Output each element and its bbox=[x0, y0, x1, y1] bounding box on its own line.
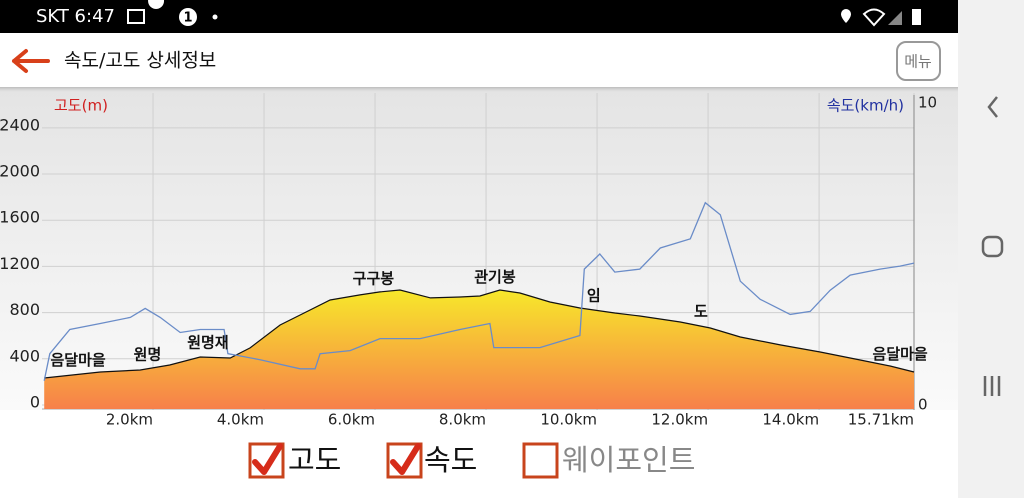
nav-bar bbox=[958, 0, 1024, 498]
x-tick-label: 10.0km bbox=[540, 411, 597, 429]
notify-icon bbox=[148, 0, 164, 9]
dot-icon bbox=[212, 14, 218, 20]
waypoint-label: 도 bbox=[694, 303, 708, 321]
signal-icon bbox=[888, 11, 902, 25]
y-tick-label: 2400 bbox=[0, 115, 40, 134]
y-tick-label: 800 bbox=[9, 300, 40, 319]
speed-line bbox=[43, 201, 915, 381]
header-title: 속도/고도 상세정보 bbox=[64, 50, 216, 72]
legend: 고도 속도 웨이포인트 bbox=[248, 442, 695, 479]
menu-label: 메뉴 bbox=[904, 53, 932, 71]
header bbox=[0, 33, 958, 87]
waypoint-label: 음달마을 bbox=[50, 351, 105, 369]
menu-button[interactable] bbox=[896, 41, 941, 81]
elevation-line bbox=[44, 289, 915, 379]
y-tick-label: 400 bbox=[9, 346, 40, 365]
chart: 고도(m) 속도(km/h) 0 400 800 1200 1600 2000 2400 2.… bbox=[0, 93, 937, 429]
y-tick-label: 2000 bbox=[0, 162, 40, 181]
x-tick-label: 8.0km bbox=[439, 411, 486, 429]
gallery-icon bbox=[127, 9, 145, 24]
elevation-area bbox=[44, 290, 914, 409]
nav-home[interactable] bbox=[981, 235, 1004, 258]
x-tick-label: 15.71km bbox=[848, 411, 914, 429]
y-tick-label: 0 bbox=[30, 393, 40, 412]
y2-tick-label: 10 bbox=[918, 94, 937, 112]
carrier-time: SKT 6:47 bbox=[36, 6, 115, 27]
back-button[interactable] bbox=[12, 49, 50, 73]
x-tick-label: 14.0km bbox=[762, 411, 819, 429]
x-tick-label: 6.0km bbox=[328, 411, 375, 429]
nav-back[interactable] bbox=[987, 96, 998, 118]
legend-label: 웨이포인트 bbox=[562, 443, 695, 477]
waypoint-label: 임 bbox=[587, 286, 601, 304]
waypoint-label: 구구봉 bbox=[353, 269, 395, 287]
waypoint-label: 음달마을 bbox=[873, 345, 928, 363]
badge-icon bbox=[179, 8, 197, 26]
waypoint-label: 원명재 bbox=[187, 334, 228, 352]
y-axis-title: 고도(m) bbox=[54, 97, 108, 115]
legend-label: 고도 bbox=[288, 443, 341, 477]
legend-label: 속도 bbox=[424, 443, 477, 477]
y-tick-label: 1600 bbox=[0, 208, 40, 227]
checkmark bbox=[390, 443, 421, 475]
y2-tick-label: 0 bbox=[918, 396, 928, 414]
waypoint-label: 원명 bbox=[134, 345, 162, 363]
x-tick-label: 4.0km bbox=[217, 411, 264, 429]
x-tick-label: 12.0km bbox=[651, 411, 708, 429]
location-icon bbox=[841, 9, 851, 23]
y-tick-label: 1200 bbox=[0, 254, 40, 273]
checkmark bbox=[252, 443, 283, 475]
waypoint-label: 관기봉 bbox=[474, 268, 516, 286]
wifi-icon bbox=[862, 8, 886, 27]
nav-recent[interactable] bbox=[983, 376, 1001, 396]
x-tick-label: 2.0km bbox=[106, 411, 153, 429]
battery-icon bbox=[912, 9, 921, 25]
header-shadow bbox=[0, 87, 958, 93]
badge: 1 bbox=[183, 11, 192, 26]
y2-axis-title: 속도(km/h) bbox=[827, 97, 904, 115]
checkbox[interactable] bbox=[522, 442, 559, 479]
